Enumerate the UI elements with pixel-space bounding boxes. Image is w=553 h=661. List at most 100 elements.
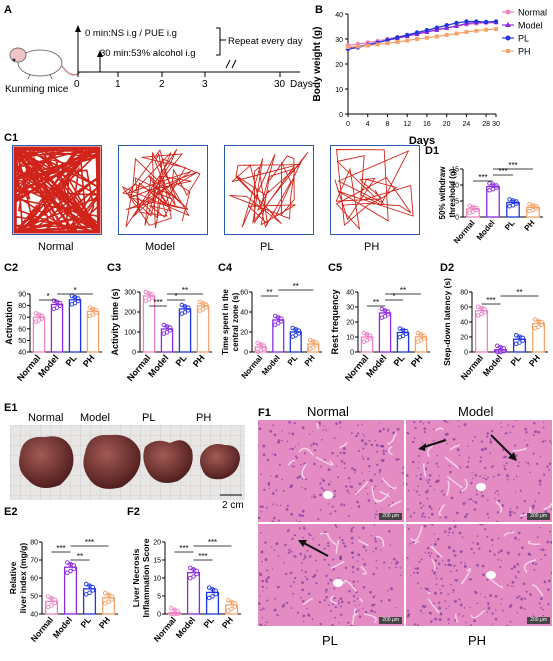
nucleus <box>487 476 489 479</box>
nucleus <box>259 623 263 626</box>
maze-label-pl: PL <box>260 241 274 253</box>
nucleus <box>468 578 472 581</box>
nucleus <box>474 501 478 504</box>
histo-scale-pl: 200 μm <box>379 617 402 624</box>
nucleus <box>468 499 470 501</box>
sig-marker: *** <box>508 161 517 170</box>
nucleus <box>339 426 342 429</box>
sinusoid <box>358 539 369 546</box>
nucleus <box>302 558 305 561</box>
nucleus <box>413 571 416 574</box>
data-point <box>464 19 469 24</box>
sinusoid <box>371 486 383 503</box>
nucleus <box>448 622 450 624</box>
nucleus <box>494 617 498 621</box>
nucleus <box>388 567 391 569</box>
tick-1: 1 <box>115 79 121 90</box>
nucleus <box>441 585 444 588</box>
nucleus <box>517 465 520 468</box>
nucleus <box>543 473 546 476</box>
nucleus <box>447 593 450 596</box>
nucleus <box>541 548 545 552</box>
nucleus <box>470 624 473 626</box>
nucleus <box>551 442 552 444</box>
x-tick-label: PL <box>286 353 300 367</box>
nucleus <box>526 444 529 447</box>
nucleus <box>304 576 307 578</box>
data-point <box>200 307 206 312</box>
data-point <box>397 326 403 331</box>
x-tick-label: PL <box>508 353 523 368</box>
nucleus <box>375 443 379 447</box>
nucleus <box>336 455 339 457</box>
nucleus <box>549 530 551 533</box>
nucleus <box>364 564 367 567</box>
nucleus <box>437 479 440 483</box>
nucleus <box>428 474 432 477</box>
nucleus <box>436 554 440 558</box>
nucleus <box>463 565 467 568</box>
panel-label-a: A <box>4 4 12 16</box>
nucleus <box>448 527 452 531</box>
nucleus <box>262 607 265 610</box>
nucleus <box>523 500 526 503</box>
x-tick-label: PL <box>78 615 93 630</box>
nucleus <box>508 510 512 514</box>
nucleus <box>452 591 454 593</box>
nucleus <box>303 556 307 559</box>
nucleus <box>430 512 434 516</box>
nucleus <box>325 595 328 599</box>
data-point <box>454 23 460 28</box>
data-point <box>225 597 231 603</box>
nucleus <box>491 612 494 615</box>
data-point <box>532 317 538 322</box>
nucleus <box>538 483 542 486</box>
nucleus <box>323 599 326 602</box>
data-point <box>185 308 191 313</box>
bar-model <box>50 303 64 353</box>
sinusoid <box>460 478 468 493</box>
y-tick-label: 15 <box>153 558 161 565</box>
nucleus <box>339 451 342 455</box>
nucleus <box>406 431 409 434</box>
data-point <box>482 307 488 312</box>
nucleus <box>443 420 447 423</box>
histo-label-model: Model <box>458 404 494 419</box>
nucleus <box>544 439 547 442</box>
data-point <box>51 298 57 303</box>
panel-label-d2: D2 <box>440 262 455 274</box>
nucleus <box>291 447 294 450</box>
nucleus <box>417 466 420 469</box>
nucleus <box>399 567 402 569</box>
nucleus <box>306 578 309 581</box>
nucleus <box>487 603 490 606</box>
nucleus <box>473 551 475 554</box>
data-point <box>68 568 73 574</box>
nucleus <box>268 487 271 489</box>
nucleus <box>496 489 499 493</box>
nucleus <box>448 464 451 467</box>
nucleus <box>469 497 472 501</box>
nucleus <box>352 580 355 583</box>
data-point <box>483 19 489 25</box>
x-tick-label: 24 <box>463 121 471 128</box>
data-point <box>385 41 390 46</box>
data-point <box>539 319 545 325</box>
panel-label-e1: E1 <box>4 402 18 414</box>
nucleus <box>480 491 482 494</box>
nucleus <box>261 579 264 583</box>
step2-text: 30 min:53% alcohol i.g <box>100 48 196 59</box>
data-point <box>187 565 193 571</box>
liver-label-ph: PH <box>196 412 212 424</box>
nucleus <box>544 549 547 551</box>
y-axis-title: Body weight (g) <box>312 27 323 102</box>
data-point <box>39 316 45 321</box>
nucleus <box>540 606 543 609</box>
nucleus <box>378 471 381 474</box>
nucleus <box>416 490 419 493</box>
nucleus <box>547 588 550 591</box>
nucleus <box>313 495 316 499</box>
nucleus <box>278 463 281 466</box>
data-point <box>296 331 302 336</box>
nucleus <box>402 466 404 469</box>
